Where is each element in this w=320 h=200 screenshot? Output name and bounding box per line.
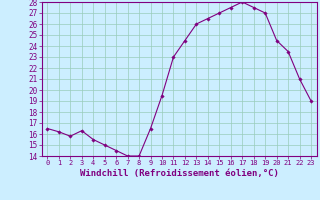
- X-axis label: Windchill (Refroidissement éolien,°C): Windchill (Refroidissement éolien,°C): [80, 169, 279, 178]
